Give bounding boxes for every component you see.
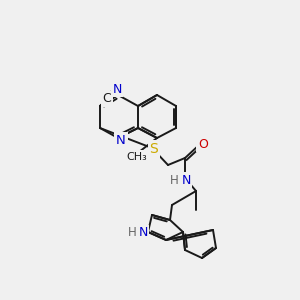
Text: N: N bbox=[112, 82, 122, 95]
Text: H: H bbox=[169, 173, 178, 187]
Text: N: N bbox=[138, 226, 148, 239]
Text: H: H bbox=[128, 226, 136, 239]
Text: C: C bbox=[103, 92, 111, 105]
Text: N: N bbox=[181, 173, 191, 187]
Text: S: S bbox=[150, 142, 158, 156]
Text: N: N bbox=[116, 134, 126, 146]
Text: O: O bbox=[198, 137, 208, 151]
Text: CH₃: CH₃ bbox=[127, 152, 147, 162]
